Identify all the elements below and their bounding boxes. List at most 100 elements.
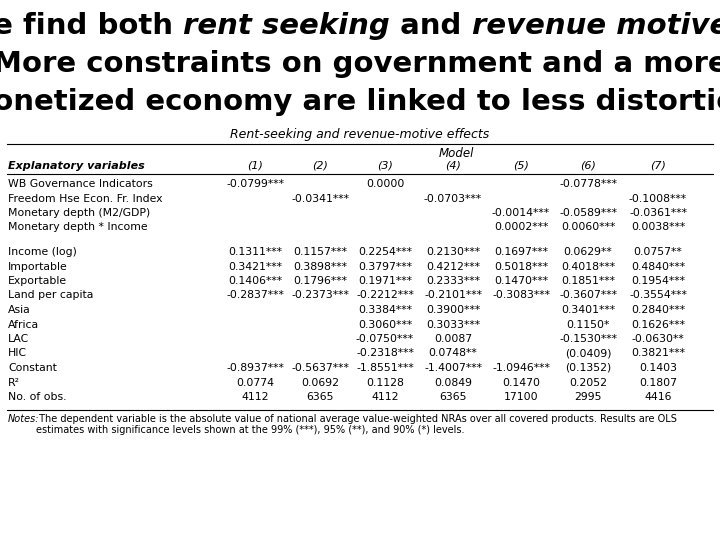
Text: revenue motives: revenue motives	[472, 12, 720, 40]
Text: 0.0002***: 0.0002***	[494, 222, 548, 233]
Text: 0.1954***: 0.1954***	[631, 276, 685, 286]
Text: 0.0849: 0.0849	[434, 377, 472, 388]
Text: -0.2212***: -0.2212***	[356, 291, 414, 300]
Text: rent seeking: rent seeking	[184, 12, 390, 40]
Text: -0.0703***: -0.0703***	[424, 193, 482, 204]
Text: -0.1008***: -0.1008***	[629, 193, 687, 204]
Text: 0.3421***: 0.3421***	[228, 261, 282, 272]
Text: 0.4212***: 0.4212***	[426, 261, 480, 272]
Text: 0.0087: 0.0087	[434, 334, 472, 344]
Text: 0.1406***: 0.1406***	[228, 276, 282, 286]
Text: Constant: Constant	[8, 363, 57, 373]
Text: 0.2254***: 0.2254***	[358, 247, 412, 257]
Text: 0.1470: 0.1470	[502, 377, 540, 388]
Text: Income (log): Income (log)	[8, 247, 77, 257]
Text: 0.0748**: 0.0748**	[428, 348, 477, 359]
Text: Africa: Africa	[8, 320, 39, 329]
Text: 0.1470***: 0.1470***	[494, 276, 548, 286]
Text: -0.1530***: -0.1530***	[559, 334, 617, 344]
Text: -0.3083***: -0.3083***	[492, 291, 550, 300]
Text: (0.0409): (0.0409)	[564, 348, 611, 359]
Text: 0.1150*: 0.1150*	[567, 320, 610, 329]
Text: Freedom Hse Econ. Fr. Index: Freedom Hse Econ. Fr. Index	[8, 193, 163, 204]
Text: Explanatory variables: Explanatory variables	[8, 161, 145, 171]
Text: Model: Model	[438, 147, 474, 160]
Text: We find both: We find both	[0, 12, 184, 40]
Text: 0.3797***: 0.3797***	[358, 261, 412, 272]
Text: (2): (2)	[312, 161, 328, 171]
Text: 0.1311***: 0.1311***	[228, 247, 282, 257]
Text: 0.5018***: 0.5018***	[494, 261, 548, 272]
Text: -0.3554***: -0.3554***	[629, 291, 687, 300]
Text: (7): (7)	[650, 161, 666, 171]
Text: Monetary depth * Income: Monetary depth * Income	[8, 222, 148, 233]
Text: Monetary depth (M2/GDP): Monetary depth (M2/GDP)	[8, 208, 150, 218]
Text: HIC: HIC	[8, 348, 27, 359]
Text: -0.0589***: -0.0589***	[559, 208, 617, 218]
Text: 0.1796***: 0.1796***	[293, 276, 347, 286]
Text: 0.1626***: 0.1626***	[631, 320, 685, 329]
Text: 0.4840***: 0.4840***	[631, 261, 685, 272]
Text: Asia: Asia	[8, 305, 31, 315]
Text: 0.3384***: 0.3384***	[358, 305, 412, 315]
Text: monetized economy are linked to less distortion: monetized economy are linked to less dis…	[0, 88, 720, 116]
Text: 0.2840***: 0.2840***	[631, 305, 685, 315]
Text: 0.0000: 0.0000	[366, 179, 404, 189]
Text: -0.2318***: -0.2318***	[356, 348, 414, 359]
Text: 4112: 4112	[241, 392, 269, 402]
Text: -1.4007***: -1.4007***	[424, 363, 482, 373]
Text: Land per capita: Land per capita	[8, 291, 94, 300]
Text: Rent-seeking and revenue-motive effects: Rent-seeking and revenue-motive effects	[230, 128, 490, 141]
Text: 0.0774: 0.0774	[236, 377, 274, 388]
Text: 17100: 17100	[504, 392, 539, 402]
Text: Notes:: Notes:	[8, 414, 40, 423]
Text: 0.1807: 0.1807	[639, 377, 677, 388]
Text: 0.1157***: 0.1157***	[293, 247, 347, 257]
Text: 0.3060***: 0.3060***	[358, 320, 412, 329]
Text: No. of obs.: No. of obs.	[8, 392, 66, 402]
Text: 0.2130***: 0.2130***	[426, 247, 480, 257]
Text: 0.3900***: 0.3900***	[426, 305, 480, 315]
Text: -0.5637***: -0.5637***	[291, 363, 349, 373]
Text: 0.2052: 0.2052	[569, 377, 607, 388]
Text: 0.3898***: 0.3898***	[293, 261, 347, 272]
Text: Importable: Importable	[8, 261, 68, 272]
Text: 6365: 6365	[439, 392, 467, 402]
Text: -0.0341***: -0.0341***	[291, 193, 349, 204]
Text: -1.8551***: -1.8551***	[356, 363, 414, 373]
Text: R²: R²	[8, 377, 20, 388]
Text: 0.3821***: 0.3821***	[631, 348, 685, 359]
Text: -0.0014***: -0.0014***	[492, 208, 550, 218]
Text: 0.0692: 0.0692	[301, 377, 339, 388]
Text: 0.4018***: 0.4018***	[561, 261, 615, 272]
Text: -0.0750***: -0.0750***	[356, 334, 414, 344]
Text: -0.0361***: -0.0361***	[629, 208, 687, 218]
Text: 0.1128: 0.1128	[366, 377, 404, 388]
Text: 0.3033***: 0.3033***	[426, 320, 480, 329]
Text: 0.1971***: 0.1971***	[358, 276, 412, 286]
Text: -0.2373***: -0.2373***	[291, 291, 349, 300]
Text: 4112: 4112	[372, 392, 399, 402]
Text: (4): (4)	[445, 161, 461, 171]
Text: -0.0799***: -0.0799***	[226, 179, 284, 189]
Text: (6): (6)	[580, 161, 596, 171]
Text: (5): (5)	[513, 161, 529, 171]
Text: 0.1403: 0.1403	[639, 363, 677, 373]
Text: -0.2837***: -0.2837***	[226, 291, 284, 300]
Text: 0.1851***: 0.1851***	[561, 276, 615, 286]
Text: More constraints on government and a more: More constraints on government and a mor…	[0, 50, 720, 78]
Text: 0.0629**: 0.0629**	[564, 247, 613, 257]
Text: -0.8937***: -0.8937***	[226, 363, 284, 373]
Text: 0.1697***: 0.1697***	[494, 247, 548, 257]
Text: WB Governance Indicators: WB Governance Indicators	[8, 179, 153, 189]
Text: (0.1352): (0.1352)	[565, 363, 611, 373]
Text: -0.2101***: -0.2101***	[424, 291, 482, 300]
Text: -1.0946***: -1.0946***	[492, 363, 550, 373]
Text: 0.3401***: 0.3401***	[561, 305, 615, 315]
Text: and: and	[390, 12, 472, 40]
Text: 0.0060***: 0.0060***	[561, 222, 615, 233]
Text: The dependent variable is the absolute value of national average value-weighted : The dependent variable is the absolute v…	[36, 414, 677, 435]
Text: (3): (3)	[377, 161, 393, 171]
Text: 2995: 2995	[575, 392, 602, 402]
Text: Exportable: Exportable	[8, 276, 67, 286]
